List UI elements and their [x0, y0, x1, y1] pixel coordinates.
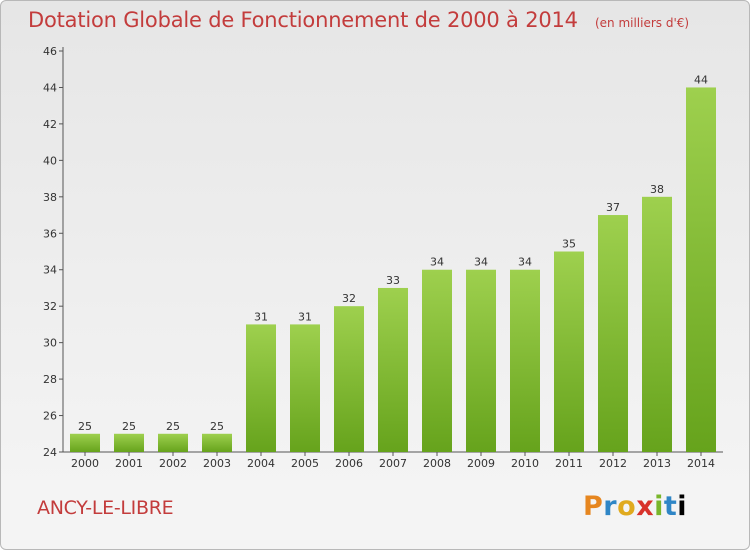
bar: [686, 87, 716, 453]
data-label: 25: [78, 420, 92, 433]
x-tick-label: 2010: [511, 457, 539, 470]
data-label: 35: [562, 238, 576, 251]
x-tick-label: 2005: [291, 457, 319, 470]
y-tick-label: 40: [43, 154, 57, 167]
data-label: 25: [166, 420, 180, 433]
data-label: 25: [122, 420, 136, 433]
title-row: Dotation Globale de Fonctionnement de 20…: [28, 8, 689, 32]
y-tick-label: 24: [43, 446, 57, 459]
bar: [554, 251, 584, 452]
x-tick-label: 2009: [467, 457, 495, 470]
y-tick-label: 46: [43, 45, 57, 58]
chart-unit-label: (en milliers d'€): [594, 16, 690, 30]
bar: [246, 324, 276, 452]
bar: [114, 433, 144, 452]
bar: [158, 433, 188, 452]
data-label: 31: [254, 310, 268, 323]
data-label: 34: [474, 256, 488, 269]
x-tick-label: 2002: [159, 457, 187, 470]
x-tick-label: 2012: [599, 457, 627, 470]
proxiti-logo: Proxiti: [583, 491, 688, 522]
y-tick-label: 38: [43, 191, 57, 204]
x-tick-label: 2004: [247, 457, 275, 470]
bar: [290, 324, 320, 452]
commune-name: ANCY-LE-LIBRE: [37, 497, 174, 519]
y-tick-label: 28: [43, 373, 57, 386]
y-tick-label: 42: [43, 118, 57, 131]
data-label: 32: [342, 292, 356, 305]
x-tick-label: 2000: [71, 457, 99, 470]
data-label: 31: [298, 310, 312, 323]
x-tick-label: 2006: [335, 457, 363, 470]
bar: [642, 196, 672, 452]
bar: [334, 306, 364, 452]
data-label: 34: [430, 256, 444, 269]
data-label: 34: [518, 256, 532, 269]
data-label: 38: [650, 183, 664, 196]
x-tick-label: 2014: [687, 457, 715, 470]
y-tick-label: 26: [43, 410, 57, 423]
x-tick-label: 2003: [203, 457, 231, 470]
bar: [510, 269, 540, 452]
bar: [378, 287, 408, 452]
data-label: 44: [694, 73, 708, 86]
x-tick-label: 2001: [115, 457, 143, 470]
y-tick-label: 36: [43, 227, 57, 240]
bar: [70, 433, 100, 452]
x-tick-label: 2007: [379, 457, 407, 470]
y-tick-label: 30: [43, 337, 57, 350]
x-tick-label: 2011: [555, 457, 583, 470]
data-label: 25: [210, 420, 224, 433]
bar: [466, 269, 496, 452]
x-tick-label: 2008: [423, 457, 451, 470]
bar: [202, 433, 232, 452]
bar: [422, 269, 452, 452]
y-tick-label: 44: [43, 81, 57, 94]
data-label: 33: [386, 274, 400, 287]
data-label: 37: [606, 201, 620, 214]
bar: [598, 215, 628, 452]
chart-title: Dotation Globale de Fonctionnement de 20…: [28, 8, 578, 32]
y-tick-label: 34: [43, 264, 57, 277]
y-tick-label: 32: [43, 300, 57, 313]
x-tick-label: 2013: [643, 457, 671, 470]
